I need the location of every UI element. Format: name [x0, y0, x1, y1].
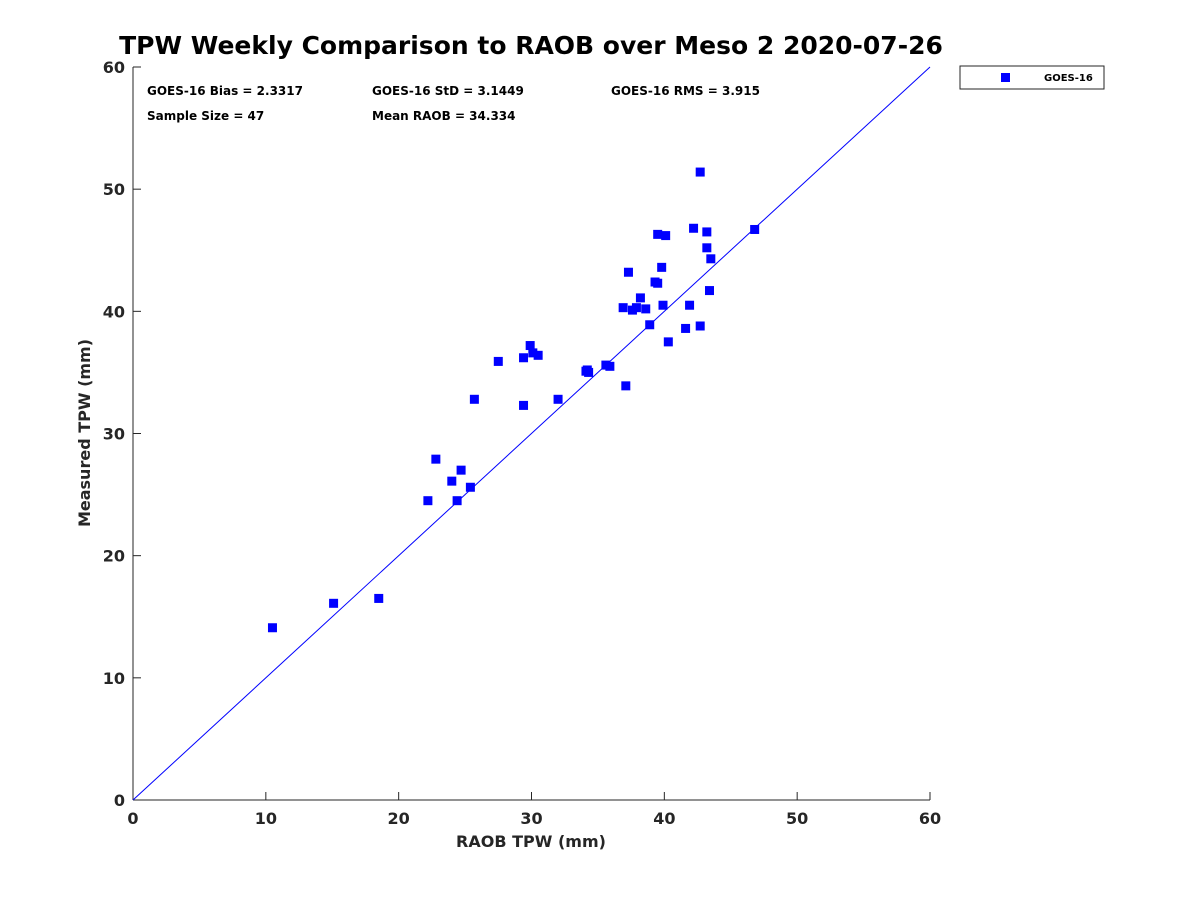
stat-std: GOES-16 StD = 3.1449 — [372, 84, 524, 98]
legend: GOES-16 — [959, 65, 1105, 90]
data-point-goes-16 — [456, 465, 466, 475]
y-axis-ticks: 0 10 20 30 40 50 60 — [103, 58, 141, 810]
data-point-goes-16 — [704, 286, 714, 296]
data-point-goes-16 — [750, 224, 760, 234]
data-point-goes-16 — [267, 623, 277, 633]
data-point-goes-16 — [525, 341, 535, 351]
data-point-goes-16 — [661, 231, 671, 241]
data-point-goes-16 — [706, 254, 716, 264]
data-point-goes-16 — [447, 476, 457, 486]
x-tick-label: 50 — [786, 809, 808, 828]
x-tick-label: 60 — [919, 809, 941, 828]
one-to-one-reference-line — [132, 66, 931, 801]
data-point-goes-16 — [553, 394, 563, 404]
data-point-goes-16 — [631, 303, 641, 313]
data-point-goes-16 — [519, 400, 529, 410]
x-tick-label: 20 — [388, 809, 410, 828]
data-point-goes-16 — [623, 267, 633, 277]
y-tick-label: 0 — [114, 791, 125, 810]
data-point-goes-16 — [695, 321, 705, 331]
y-axis-label: Measured TPW (mm) — [75, 339, 94, 527]
data-point-goes-16 — [681, 323, 691, 333]
x-axis-ticks: 0 10 20 30 40 50 60 — [127, 792, 941, 828]
data-point-goes-16 — [423, 496, 433, 506]
legend-label-goes-16: GOES-16 — [1044, 73, 1093, 84]
stat-mean-raob: Mean RAOB = 34.334 — [372, 109, 516, 123]
data-point-goes-16 — [493, 356, 503, 366]
x-tick-label: 10 — [255, 809, 277, 828]
data-point-goes-16 — [645, 320, 655, 330]
data-point-goes-16 — [663, 337, 673, 347]
data-point-goes-16 — [702, 243, 712, 253]
data-point-goes-16 — [685, 300, 695, 310]
data-point-goes-16 — [702, 227, 712, 237]
y-tick-label: 20 — [103, 547, 125, 566]
data-points — [267, 167, 760, 633]
data-point-goes-16 — [635, 293, 645, 303]
data-point-goes-16 — [605, 361, 615, 371]
x-tick-label: 30 — [520, 809, 542, 828]
y-tick-label: 10 — [103, 669, 125, 688]
data-point-goes-16 — [618, 303, 628, 313]
data-point-goes-16 — [689, 223, 699, 233]
data-point-goes-16 — [653, 278, 663, 288]
data-point-goes-16 — [329, 598, 339, 608]
y-tick-label: 30 — [103, 425, 125, 444]
data-point-goes-16 — [469, 394, 479, 404]
data-point-goes-16 — [465, 482, 475, 492]
x-tick-label: 0 — [127, 809, 138, 828]
data-point-goes-16 — [695, 167, 705, 177]
y-tick-label: 50 — [103, 180, 125, 199]
data-point-goes-16 — [533, 350, 543, 360]
stat-bias: GOES-16 Bias = 2.3317 — [147, 84, 303, 98]
legend-box — [959, 65, 1105, 90]
data-point-goes-16 — [658, 300, 668, 310]
x-axis-label: RAOB TPW (mm) — [456, 832, 606, 851]
y-tick-label: 60 — [103, 58, 125, 77]
stat-rms: GOES-16 RMS = 3.915 — [611, 84, 760, 98]
data-point-goes-16 — [657, 262, 667, 272]
data-point-goes-16 — [641, 304, 651, 314]
data-point-goes-16 — [374, 593, 384, 603]
data-point-goes-16 — [621, 381, 631, 391]
data-point-goes-16 — [452, 496, 462, 506]
data-point-goes-16 — [582, 365, 592, 375]
y-tick-label: 40 — [103, 302, 125, 321]
x-tick-label: 40 — [653, 809, 675, 828]
chart-title: TPW Weekly Comparison to RAOB over Meso … — [119, 31, 943, 60]
data-point-goes-16 — [519, 353, 529, 363]
legend-marker-goes-16 — [1001, 73, 1010, 82]
stat-sample-size: Sample Size = 47 — [147, 109, 264, 123]
data-point-goes-16 — [653, 229, 663, 239]
data-point-goes-16 — [528, 348, 538, 358]
data-point-goes-16 — [431, 454, 441, 464]
